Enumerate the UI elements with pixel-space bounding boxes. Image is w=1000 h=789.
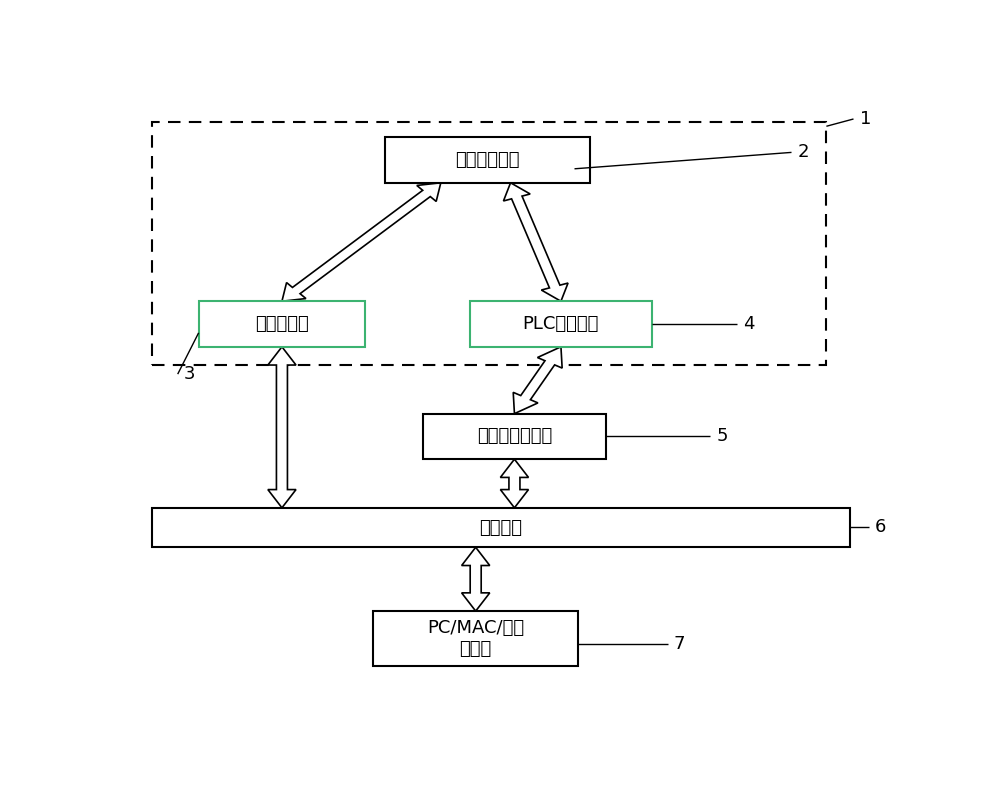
Bar xyxy=(470,301,652,347)
Text: PC/MAC/移动
客户端: PC/MAC/移动 客户端 xyxy=(427,619,524,658)
Bar xyxy=(385,137,590,183)
Text: PLC控制单元: PLC控制单元 xyxy=(523,315,599,333)
Text: 3: 3 xyxy=(184,365,195,383)
Text: 1: 1 xyxy=(860,110,871,128)
Polygon shape xyxy=(268,347,296,508)
Text: 云服务器: 云服务器 xyxy=(479,518,522,537)
Text: 7: 7 xyxy=(674,635,685,653)
Text: 嵌入式智能网关: 嵌入式智能网关 xyxy=(477,428,552,446)
Bar xyxy=(423,413,606,459)
Polygon shape xyxy=(500,459,529,508)
Text: 网络摄像机: 网络摄像机 xyxy=(255,315,309,333)
Bar xyxy=(373,611,578,666)
Polygon shape xyxy=(462,548,490,611)
Polygon shape xyxy=(282,183,441,301)
Text: 6: 6 xyxy=(875,518,887,537)
Text: 2: 2 xyxy=(798,144,809,162)
Bar xyxy=(152,122,826,365)
Text: 污水处理单元: 污水处理单元 xyxy=(455,151,520,169)
Polygon shape xyxy=(513,347,562,413)
Text: 5: 5 xyxy=(716,427,728,445)
Text: 4: 4 xyxy=(743,316,755,333)
Polygon shape xyxy=(503,183,568,301)
Bar xyxy=(199,301,365,347)
Bar xyxy=(152,508,850,548)
